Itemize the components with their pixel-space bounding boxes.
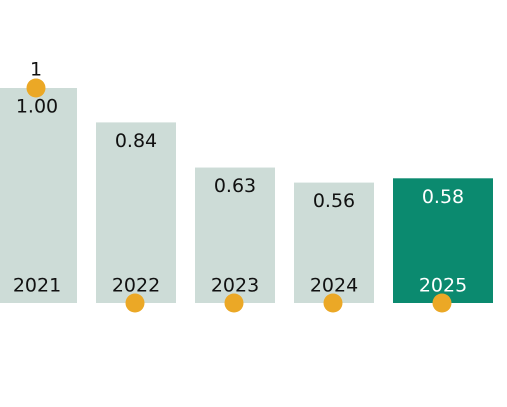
value-label: 0.58 — [422, 186, 464, 208]
marker-label: 1 — [30, 59, 42, 81]
marker — [125, 293, 145, 313]
value-label: 1.00 — [16, 96, 58, 118]
category-label: 2024 — [310, 275, 358, 297]
marker — [323, 293, 343, 313]
bar — [0, 88, 77, 303]
marker — [224, 293, 244, 313]
value-label: 0.63 — [214, 175, 256, 197]
marker — [26, 78, 46, 98]
bar — [393, 178, 493, 303]
bar — [294, 182, 374, 303]
bar — [96, 122, 176, 304]
category-label: 2021 — [13, 275, 61, 297]
category-label: 2025 — [419, 275, 467, 297]
value-label: 0.56 — [313, 190, 355, 212]
category-label: 2022 — [112, 275, 160, 297]
value-label: 0.84 — [115, 130, 157, 152]
bar — [195, 167, 275, 303]
marker — [432, 293, 452, 313]
category-label: 2023 — [211, 275, 259, 297]
